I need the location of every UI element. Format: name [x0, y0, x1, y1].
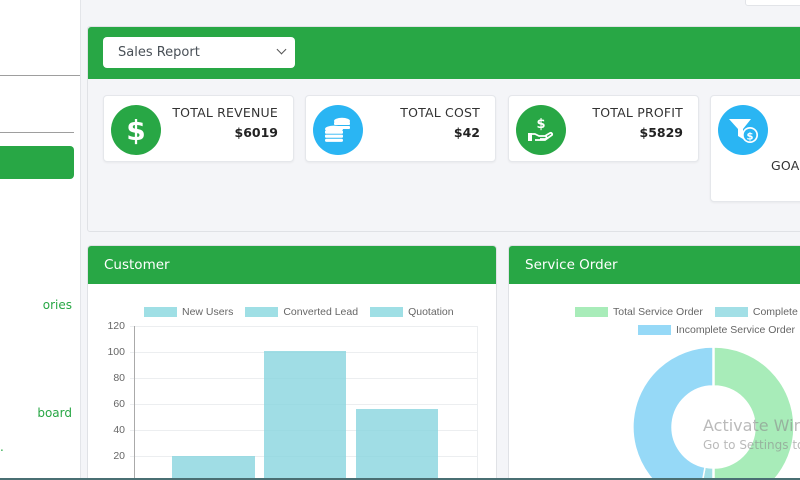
- legend-item-complete-service-order[interactable]: Complete Se: [714, 306, 800, 318]
- legend-item-total-service-order[interactable]: Total Service Order: [575, 306, 703, 318]
- svg-text:$: $: [126, 114, 145, 146]
- sidebar-item-categories[interactable]: ories: [42, 298, 72, 312]
- taskbar-edge: [0, 478, 800, 480]
- service-order-donut-chart[interactable]: [630, 345, 800, 480]
- svg-text:$: $: [747, 132, 754, 143]
- y-tick: 80: [113, 372, 125, 384]
- y-tick: 60: [113, 398, 125, 410]
- sidebar-item-partial[interactable]: .: [0, 440, 4, 454]
- sidebar-item-dashboard[interactable]: board: [37, 406, 72, 420]
- y-tick: 100: [107, 346, 125, 358]
- funnel-dollar-icon: $: [718, 105, 768, 155]
- bar-converted-lead[interactable]: [264, 351, 346, 480]
- legend-item-converted-lead[interactable]: Converted Lead: [245, 306, 358, 318]
- report-header: Sales Report: [88, 27, 800, 79]
- stat-card-goal: $ GOAL: [710, 95, 800, 202]
- stat-card-profit: $ TOTAL PROFIT $5829: [508, 95, 699, 162]
- report-type-value: Sales Report: [118, 45, 200, 60]
- service-chart-legend: Total Service Order Complete Se: [575, 306, 800, 318]
- stat-card-revenue: $ TOTAL REVENUE $6019: [103, 95, 294, 162]
- stat-label: TOTAL REVENUE: [172, 105, 278, 120]
- customer-chart-legend: New Users Converted Lead Quotation: [144, 306, 460, 318]
- coins-icon: [313, 105, 363, 155]
- y-axis-line: [134, 326, 135, 480]
- sidebar-item-active[interactable]: [0, 146, 74, 179]
- hand-dollar-icon: $: [516, 105, 566, 155]
- sidebar: ories board .: [0, 0, 81, 480]
- stat-label: TOTAL PROFIT: [592, 105, 683, 120]
- dollar-icon: $: [111, 105, 161, 155]
- legend-item-incomplete-service-order[interactable]: Incomplete Service Order: [638, 324, 795, 336]
- stat-value: $42: [453, 125, 480, 140]
- report-type-select[interactable]: Sales Report: [103, 37, 295, 68]
- stat-value: $5829: [639, 125, 684, 140]
- chevron-down-icon: [276, 44, 287, 55]
- service-order-panel-title: Service Order: [509, 246, 800, 284]
- stat-value: $6019: [234, 125, 279, 140]
- y-tick: 40: [113, 424, 125, 436]
- stat-label: TOTAL COST: [400, 105, 480, 120]
- stat-card-cost: TOTAL COST $42: [305, 95, 496, 162]
- customer-panel-title: Customer: [88, 246, 496, 284]
- top-right-control[interactable]: [745, 0, 800, 6]
- gridline: [130, 326, 478, 327]
- windows-activation-watermark: Activate Wind Go to Settings to a: [703, 416, 800, 452]
- sidebar-divider: [0, 75, 80, 76]
- svg-text:$: $: [536, 117, 545, 132]
- chart-right-border: [477, 326, 478, 480]
- legend-item-new-users[interactable]: New Users: [144, 306, 233, 318]
- sidebar-divider: [0, 132, 74, 133]
- y-tick: 20: [113, 450, 125, 462]
- bar-quotation[interactable]: [356, 409, 438, 480]
- service-chart-legend-row2: Incomplete Service Order: [638, 324, 800, 336]
- stat-label: GOAL: [771, 158, 800, 173]
- y-tick: 120: [107, 320, 125, 332]
- legend-item-quotation[interactable]: Quotation: [370, 306, 454, 318]
- bar-new-users[interactable]: [172, 456, 255, 480]
